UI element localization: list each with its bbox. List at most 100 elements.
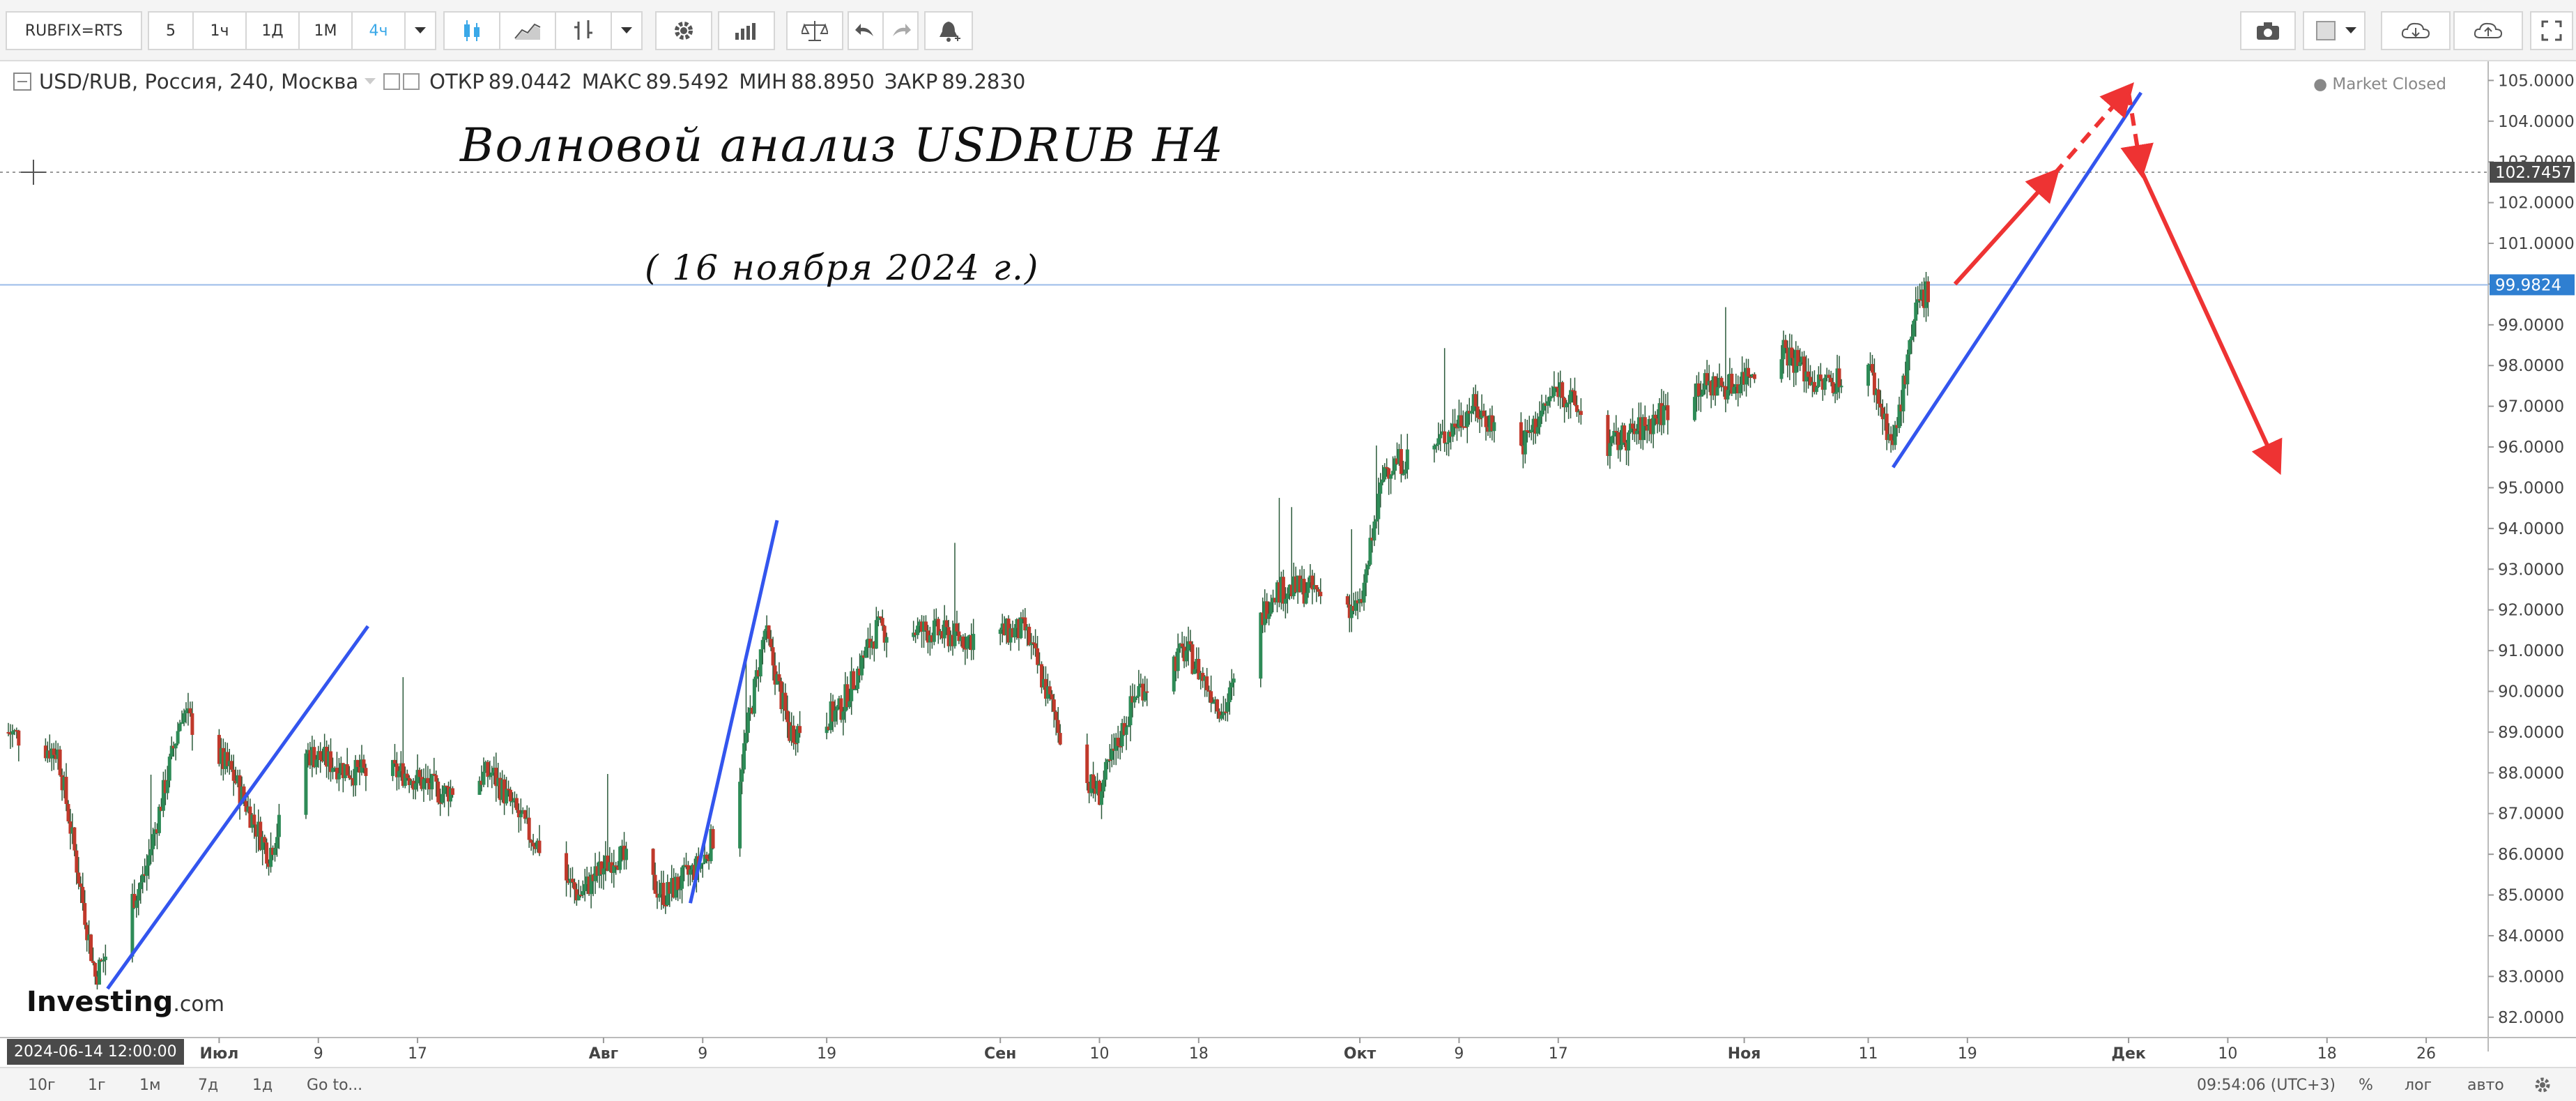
interval-label: 1Д	[261, 22, 284, 40]
candle-body	[174, 743, 178, 749]
candle-body	[1556, 387, 1561, 397]
candle-body	[668, 882, 672, 894]
candle-body	[250, 814, 254, 828]
annotation-date[interactable]: ( 16 ноября 2024 г.)	[645, 248, 1040, 288]
candle-body	[698, 864, 703, 869]
candle-body	[1567, 402, 1571, 404]
candle-body	[831, 701, 835, 722]
candle-body	[450, 788, 454, 795]
candle-body	[496, 777, 500, 787]
candle-body	[589, 874, 593, 895]
candle-body	[1058, 733, 1062, 745]
range-1d-button[interactable]: 1д	[252, 1077, 273, 1094]
range-7d-button[interactable]: 7д	[198, 1077, 219, 1094]
candle-body	[233, 780, 238, 784]
candle-body	[349, 777, 353, 780]
candle-body	[535, 840, 539, 849]
candle-body	[1694, 383, 1699, 397]
candle-body	[1368, 538, 1372, 565]
candle-body	[1912, 320, 1916, 337]
goto-button[interactable]: Go to...	[307, 1077, 363, 1094]
compare-button[interactable]	[786, 11, 843, 50]
y-tick-label: 82.0000	[2498, 1009, 2564, 1027]
candle-body	[1267, 614, 1271, 619]
candle-body	[829, 701, 833, 730]
fullscreen-icon	[2541, 20, 2562, 41]
candle-body	[436, 781, 440, 803]
candle-body	[827, 727, 831, 730]
candle-body	[742, 743, 746, 770]
candle-body	[837, 698, 841, 707]
percent-toggle[interactable]: %	[2359, 1077, 2373, 1094]
candle-body	[507, 789, 511, 791]
high-label: МАКС	[581, 70, 642, 93]
screenshot-button[interactable]	[2240, 11, 2296, 50]
eye-icon[interactable]	[383, 73, 401, 90]
y-tick-label: 89.0000	[2498, 724, 2564, 742]
candle-body	[246, 806, 250, 812]
candle-body	[265, 842, 269, 864]
chart-type-candles-button[interactable]	[443, 11, 500, 50]
candle-body	[49, 748, 54, 759]
candle-body	[835, 706, 839, 711]
interval-5-button[interactable]: 5	[148, 11, 194, 50]
candle-body	[700, 863, 705, 865]
candle-body	[876, 616, 880, 621]
candle-body	[537, 840, 542, 853]
candle-body	[1043, 678, 1048, 699]
interval-dropdown-button[interactable]	[404, 11, 436, 50]
chevron-down-icon[interactable]	[364, 77, 376, 86]
candle-body	[1548, 396, 1552, 402]
candle-body	[882, 625, 887, 643]
load-layout-button[interactable]	[2381, 11, 2451, 50]
indicators-button[interactable]	[718, 11, 775, 50]
chart-type-area-button[interactable]	[499, 11, 556, 50]
symbol-search-button[interactable]: RUBFIX=RTS	[6, 11, 142, 50]
candle-body	[151, 834, 155, 849]
settings-button[interactable]	[655, 11, 712, 50]
x-tick-label: Июл	[199, 1045, 238, 1063]
candle-body	[1606, 415, 1610, 456]
candle-body	[1657, 403, 1662, 425]
price-chart[interactable]: 82.0000 83.0000 84.0000 85.0000 86.0000 87.00…	[0, 0, 2576, 1067]
x-tick-label: 9	[698, 1045, 707, 1063]
range-1y-button[interactable]: 1г	[88, 1077, 106, 1094]
candle-body	[1916, 299, 1920, 303]
fullscreen-button[interactable]	[2530, 11, 2573, 50]
range-1m-button[interactable]: 1м	[139, 1077, 161, 1094]
collapse-legend-icon[interactable]	[13, 72, 32, 91]
interval-1m-button[interactable]: 1М	[298, 11, 353, 50]
candle-body	[581, 891, 585, 895]
y-tick-label: 95.0000	[2498, 479, 2564, 497]
settings-icon[interactable]	[403, 73, 420, 90]
candle-body	[967, 635, 972, 637]
interval-4h-button[interactable]: 4ч	[351, 11, 406, 50]
candle-body	[921, 621, 926, 632]
x-tick-label: 18	[1189, 1045, 1209, 1063]
candle-body	[1901, 375, 1906, 411]
candle-body	[1432, 446, 1436, 450]
range-10y-button[interactable]: 10г	[28, 1077, 56, 1094]
color-picker-button[interactable]	[2303, 11, 2366, 50]
candle-body	[1116, 738, 1120, 746]
candle-body	[147, 855, 151, 866]
log-toggle[interactable]: лог	[2405, 1077, 2432, 1094]
candle-body	[1048, 686, 1052, 694]
candle-body	[961, 636, 965, 648]
annotation-title[interactable]: Волновой анализ USDRUB H4	[460, 119, 1225, 172]
candle-body	[1569, 390, 1573, 403]
alert-button[interactable]	[924, 11, 973, 50]
auto-toggle[interactable]: авто	[2467, 1077, 2504, 1094]
chart-type-dropdown-button[interactable]	[611, 11, 643, 50]
candle-body	[744, 733, 749, 743]
candle-body	[930, 635, 934, 642]
interval-1d-button[interactable]: 1Д	[245, 11, 300, 50]
gear-icon[interactable]	[2533, 1075, 2552, 1095]
interval-label: 5	[166, 22, 176, 40]
redo-button[interactable]	[882, 11, 919, 50]
candle-body	[405, 773, 409, 778]
candle-body	[616, 866, 620, 870]
candle-body	[1304, 593, 1308, 604]
save-layout-button[interactable]	[2453, 11, 2523, 50]
candle-body	[1625, 442, 1629, 451]
